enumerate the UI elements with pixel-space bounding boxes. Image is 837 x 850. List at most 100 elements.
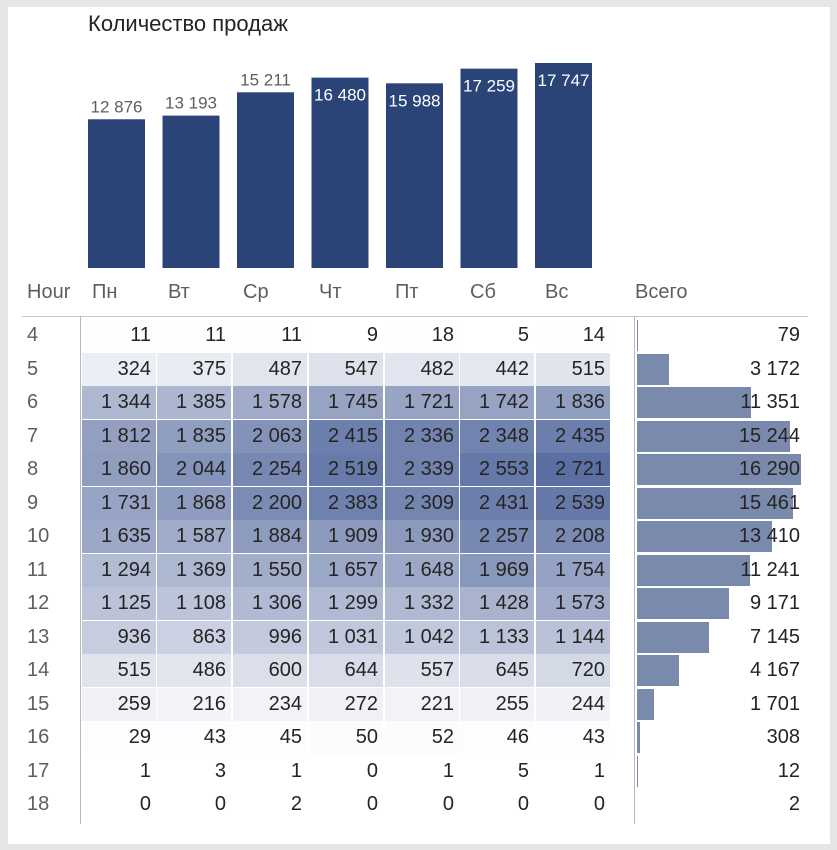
heatmap-cell[interactable]: 1 bbox=[385, 754, 459, 788]
heatmap-cell[interactable]: 1 721 bbox=[385, 386, 459, 419]
heatmap-cell[interactable]: 18 bbox=[385, 319, 459, 352]
heatmap-cell[interactable]: 5 bbox=[460, 754, 534, 788]
heatmap-cell[interactable]: 1 742 bbox=[460, 386, 534, 419]
total-bar[interactable] bbox=[637, 655, 679, 686]
heatmap-cell[interactable]: 1 836 bbox=[536, 386, 610, 419]
total-bar[interactable] bbox=[637, 621, 709, 653]
heatmap-cell[interactable]: 375 bbox=[157, 352, 231, 386]
heatmap-cell[interactable]: 2 309 bbox=[385, 486, 459, 520]
heatmap-cell[interactable]: 2 044 bbox=[157, 453, 231, 486]
heatmap-cell[interactable]: 1 133 bbox=[460, 620, 534, 654]
heatmap-cell[interactable]: 0 bbox=[82, 788, 156, 821]
heatmap-cell[interactable]: 1 042 bbox=[385, 620, 459, 654]
heatmap-cell[interactable]: 936 bbox=[82, 620, 156, 654]
heatmap-cell[interactable]: 216 bbox=[157, 687, 231, 721]
heatmap-cell[interactable]: 244 bbox=[536, 687, 610, 721]
heatmap-cell[interactable]: 2 435 bbox=[536, 419, 610, 453]
total-bar[interactable] bbox=[637, 487, 793, 519]
heatmap-cell[interactable]: 1 578 bbox=[233, 386, 307, 419]
heatmap-cell[interactable]: 600 bbox=[233, 654, 307, 687]
bar-Вт[interactable] bbox=[162, 115, 220, 268]
heatmap-cell[interactable]: 2 254 bbox=[233, 453, 307, 486]
heatmap-cell[interactable]: 1 428 bbox=[460, 587, 534, 620]
heatmap-cell[interactable]: 1 909 bbox=[309, 520, 383, 553]
heatmap-cell[interactable]: 644 bbox=[309, 654, 383, 687]
heatmap-cell[interactable]: 221 bbox=[385, 687, 459, 721]
heatmap-cell[interactable]: 11 bbox=[157, 319, 231, 352]
heatmap-cell[interactable]: 2 336 bbox=[385, 419, 459, 453]
heatmap-cell[interactable]: 2 431 bbox=[460, 486, 534, 520]
heatmap-cell[interactable]: 255 bbox=[460, 687, 534, 721]
heatmap-cell[interactable]: 1 294 bbox=[82, 553, 156, 587]
bar-Пн[interactable] bbox=[88, 119, 145, 268]
day-header-sat[interactable]: Сб bbox=[470, 281, 496, 303]
total-bar[interactable] bbox=[637, 521, 772, 552]
bar-Пт[interactable] bbox=[386, 83, 443, 269]
heatmap-cell[interactable]: 1 745 bbox=[309, 386, 383, 419]
total-bar[interactable] bbox=[637, 420, 791, 452]
heatmap-cell[interactable]: 272 bbox=[309, 687, 383, 721]
heatmap-cell[interactable]: 1 332 bbox=[385, 587, 459, 620]
heatmap-cell[interactable]: 1 731 bbox=[82, 486, 156, 520]
heatmap-cell[interactable]: 1 385 bbox=[157, 386, 231, 419]
total-bar[interactable] bbox=[637, 588, 730, 619]
heatmap-cell[interactable]: 0 bbox=[460, 788, 534, 821]
heatmap-cell[interactable]: 1 657 bbox=[309, 553, 383, 587]
heatmap-cell[interactable]: 515 bbox=[536, 352, 610, 386]
heatmap-cell[interactable]: 2 bbox=[233, 788, 307, 821]
heatmap-cell[interactable]: 3 bbox=[157, 754, 231, 788]
heatmap-cell[interactable]: 2 415 bbox=[309, 419, 383, 453]
heatmap-cell[interactable]: 515 bbox=[82, 654, 156, 687]
total-column-header[interactable]: Всего bbox=[635, 281, 688, 303]
heatmap-cell[interactable]: 259 bbox=[82, 687, 156, 721]
heatmap-cell[interactable]: 45 bbox=[233, 721, 307, 754]
bar-Сб[interactable] bbox=[460, 68, 518, 268]
heatmap-cell[interactable]: 234 bbox=[233, 687, 307, 721]
heatmap-cell[interactable]: 2 519 bbox=[309, 453, 383, 486]
heatmap-cell[interactable]: 1 812 bbox=[82, 419, 156, 453]
day-header-fri[interactable]: Пт bbox=[395, 281, 419, 303]
total-bar[interactable] bbox=[637, 454, 801, 485]
heatmap-cell[interactable]: 2 721 bbox=[536, 453, 610, 486]
day-header-wed[interactable]: Ср bbox=[243, 281, 269, 303]
heatmap-cell[interactable]: 1 648 bbox=[385, 553, 459, 587]
total-bar[interactable] bbox=[637, 320, 638, 351]
heatmap-cell[interactable]: 1 344 bbox=[82, 386, 156, 419]
heatmap-cell[interactable]: 2 383 bbox=[309, 486, 383, 520]
heatmap-cell[interactable]: 9 bbox=[309, 319, 383, 352]
heatmap-cell[interactable]: 14 bbox=[536, 319, 610, 352]
heatmap-cell[interactable]: 0 bbox=[536, 788, 610, 821]
heatmap-cell[interactable]: 5 bbox=[460, 319, 534, 352]
heatmap-cell[interactable]: 1 bbox=[82, 754, 156, 788]
heatmap-cell[interactable]: 1 868 bbox=[157, 486, 231, 520]
heatmap-cell[interactable]: 0 bbox=[309, 754, 383, 788]
heatmap-cell[interactable]: 1 884 bbox=[233, 520, 307, 553]
heatmap-cell[interactable]: 1 144 bbox=[536, 620, 610, 654]
heatmap-cell[interactable]: 1 635 bbox=[82, 520, 156, 553]
heatmap-cell[interactable]: 29 bbox=[82, 721, 156, 754]
heatmap-cell[interactable]: 2 348 bbox=[460, 419, 534, 453]
heatmap-cell[interactable]: 1 299 bbox=[309, 587, 383, 620]
heatmap-cell[interactable]: 1 306 bbox=[233, 587, 307, 620]
heatmap-cell[interactable]: 996 bbox=[233, 620, 307, 654]
heatmap-cell[interactable]: 645 bbox=[460, 654, 534, 687]
heatmap-cell[interactable]: 50 bbox=[309, 721, 383, 754]
heatmap-cell[interactable]: 557 bbox=[385, 654, 459, 687]
heatmap-cell[interactable]: 324 bbox=[82, 352, 156, 386]
heatmap-cell[interactable]: 1 587 bbox=[157, 520, 231, 553]
heatmap-cell[interactable]: 482 bbox=[385, 352, 459, 386]
heatmap-cell[interactable]: 46 bbox=[460, 721, 534, 754]
heatmap-cell[interactable]: 863 bbox=[157, 620, 231, 654]
heatmap-cell[interactable]: 0 bbox=[385, 788, 459, 821]
heatmap-cell[interactable]: 1 860 bbox=[82, 453, 156, 486]
heatmap-cell[interactable]: 1 369 bbox=[157, 553, 231, 587]
day-header-sun[interactable]: Вс bbox=[545, 281, 569, 303]
bar-Чт[interactable] bbox=[311, 77, 369, 268]
heatmap-cell[interactable]: 52 bbox=[385, 721, 459, 754]
heatmap-cell[interactable]: 2 257 bbox=[460, 520, 534, 553]
bar-Вс[interactable] bbox=[535, 63, 592, 268]
heatmap-cell[interactable]: 1 bbox=[233, 754, 307, 788]
heatmap-cell[interactable]: 1 031 bbox=[309, 620, 383, 654]
day-header-tue[interactable]: Вт bbox=[168, 281, 190, 303]
heatmap-cell[interactable]: 1 573 bbox=[536, 587, 610, 620]
